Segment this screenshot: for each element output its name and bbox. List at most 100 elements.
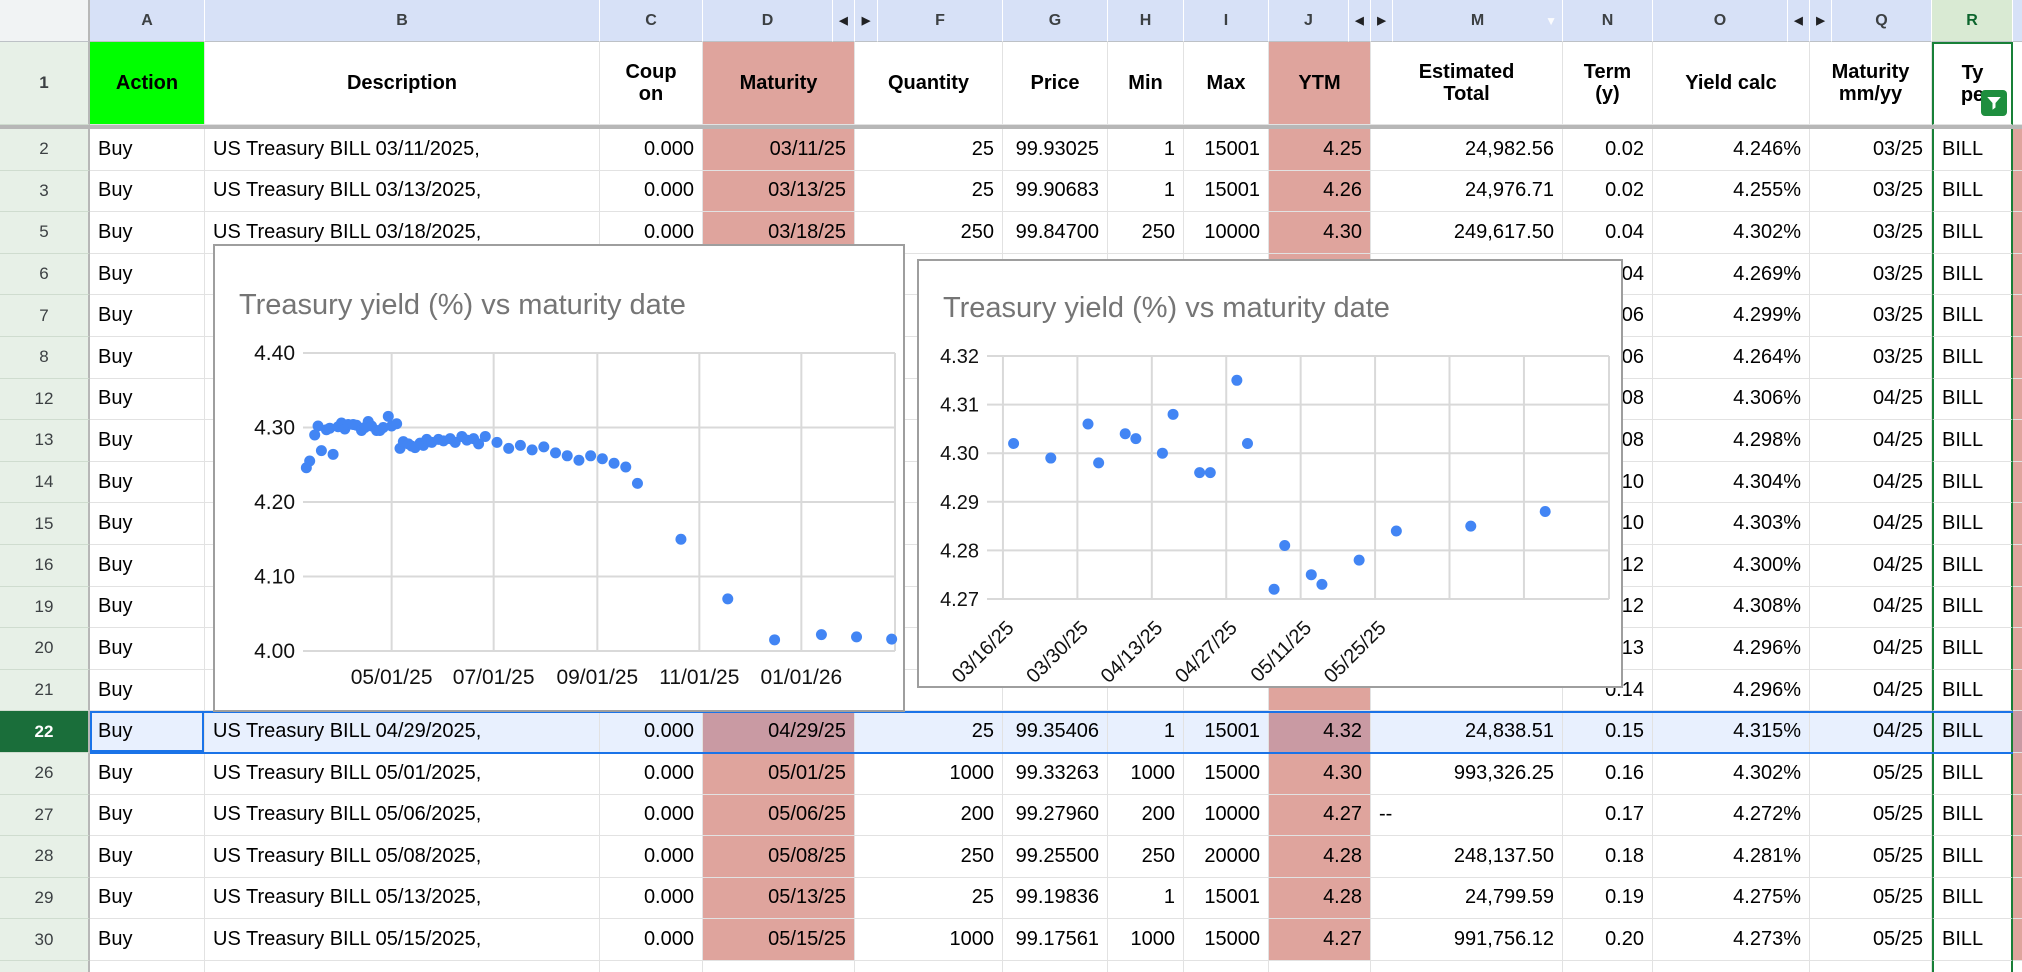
- cell-R27[interactable]: BILL: [1932, 794, 2013, 837]
- row-header-6[interactable]: 6: [0, 253, 90, 296]
- header-cell-N[interactable]: Term (y): [1563, 42, 1653, 125]
- row-header-partial[interactable]: [0, 960, 90, 972]
- cell-C2[interactable]: 0.000: [600, 129, 703, 171]
- cell-J29[interactable]: 4.28: [1269, 877, 1371, 920]
- cell-O2[interactable]: 4.246%: [1653, 129, 1810, 171]
- column-header-D[interactable]: D: [703, 0, 833, 42]
- cell-N26[interactable]: 0.16: [1563, 752, 1653, 795]
- hidden-columns-expander[interactable]: ◀: [1788, 0, 1810, 42]
- cell-D26[interactable]: 05/01/25: [703, 752, 855, 795]
- cell-Q5[interactable]: 03/25: [1810, 212, 1932, 254]
- cell-J22[interactable]: 4.32: [1269, 711, 1371, 753]
- cell-B30[interactable]: US Treasury BILL 05/15/2025,: [205, 919, 600, 961]
- cell-A20[interactable]: Buy: [90, 628, 205, 670]
- cell-M29[interactable]: 24,799.59: [1371, 877, 1563, 920]
- cell-H5[interactable]: 250: [1108, 212, 1184, 254]
- cell-I27[interactable]: 10000: [1184, 794, 1269, 837]
- cell-H28[interactable]: 250: [1108, 836, 1184, 878]
- cell-R16[interactable]: BILL: [1932, 544, 2013, 587]
- cell-J2[interactable]: 4.25: [1269, 129, 1371, 171]
- column-header-N[interactable]: N: [1563, 0, 1653, 42]
- cell-G2[interactable]: 99.93025: [1003, 129, 1108, 171]
- cell-F27[interactable]: 200: [855, 794, 1003, 837]
- cell-A26[interactable]: Buy: [90, 752, 205, 795]
- cell-Q3[interactable]: 03/25: [1810, 170, 1932, 213]
- column-header-I[interactable]: I: [1184, 0, 1269, 42]
- cell-N[interactable]: [1563, 960, 1653, 972]
- cell-C3[interactable]: 0.000: [600, 170, 703, 213]
- cell-S15[interactable]: [2013, 503, 2022, 545]
- row-header-14[interactable]: 14: [0, 461, 90, 504]
- header-cell-B[interactable]: Description: [205, 42, 600, 125]
- cell-N29[interactable]: 0.19: [1563, 877, 1653, 920]
- cell-S3[interactable]: [2013, 170, 2022, 213]
- cell-A21[interactable]: Buy: [90, 669, 205, 712]
- cell-A14[interactable]: Buy: [90, 461, 205, 504]
- cell-I[interactable]: [1184, 960, 1269, 972]
- column-header-F[interactable]: F: [878, 0, 1003, 42]
- cell-A12[interactable]: Buy: [90, 378, 205, 421]
- cell-R15[interactable]: BILL: [1932, 503, 2013, 545]
- cell-O6[interactable]: 4.269%: [1653, 253, 1810, 296]
- cell-R6[interactable]: BILL: [1932, 253, 2013, 296]
- row-header-20[interactable]: 20: [0, 628, 90, 670]
- cell-J3[interactable]: 4.26: [1269, 170, 1371, 213]
- cell-D29[interactable]: 05/13/25: [703, 877, 855, 920]
- cell-Q15[interactable]: 04/25: [1810, 503, 1932, 545]
- cell-B[interactable]: [205, 960, 600, 972]
- cell-R13[interactable]: BILL: [1932, 420, 2013, 462]
- header-cell-D[interactable]: Maturity: [703, 42, 855, 125]
- hidden-columns-expander[interactable]: ▶: [855, 0, 878, 42]
- column-header-R[interactable]: R: [1932, 0, 2013, 42]
- cell-Q30[interactable]: 05/25: [1810, 919, 1932, 961]
- cell-I5[interactable]: 10000: [1184, 212, 1269, 254]
- cell-S30[interactable]: [2013, 919, 2022, 961]
- cell-G28[interactable]: 99.25500: [1003, 836, 1108, 878]
- cell-H2[interactable]: 1: [1108, 129, 1184, 171]
- cell-B3[interactable]: US Treasury BILL 03/13/2025,: [205, 170, 600, 213]
- cell-S[interactable]: [2013, 960, 2022, 972]
- cell-N2[interactable]: 0.02: [1563, 129, 1653, 171]
- cell-G[interactable]: [1003, 960, 1108, 972]
- cell-J30[interactable]: 4.27: [1269, 919, 1371, 961]
- cell-M3[interactable]: 24,976.71: [1371, 170, 1563, 213]
- cell-O30[interactable]: 4.273%: [1653, 919, 1810, 961]
- cell-D3[interactable]: 03/13/25: [703, 170, 855, 213]
- cell-O22[interactable]: 4.315%: [1653, 711, 1810, 753]
- cell-R5[interactable]: BILL: [1932, 212, 2013, 254]
- cell-R20[interactable]: BILL: [1932, 628, 2013, 670]
- filter-icon[interactable]: [1981, 90, 2007, 116]
- row-header-30[interactable]: 30: [0, 919, 90, 961]
- cell-S22[interactable]: [2013, 711, 2022, 753]
- row-header-28[interactable]: 28: [0, 836, 90, 878]
- cell-Q6[interactable]: 03/25: [1810, 253, 1932, 296]
- cell-R29[interactable]: BILL: [1932, 877, 2013, 920]
- cell-Q22[interactable]: 04/25: [1810, 711, 1932, 753]
- row-header-2[interactable]: 2: [0, 129, 90, 171]
- cell-J26[interactable]: 4.30: [1269, 752, 1371, 795]
- cell-N27[interactable]: 0.17: [1563, 794, 1653, 837]
- row-header-15[interactable]: 15: [0, 503, 90, 545]
- cell-R28[interactable]: BILL: [1932, 836, 2013, 878]
- cell-S28[interactable]: [2013, 836, 2022, 878]
- cell-O15[interactable]: 4.303%: [1653, 503, 1810, 545]
- cell-Q16[interactable]: 04/25: [1810, 544, 1932, 587]
- column-header-M[interactable]: M ▼: [1393, 0, 1563, 42]
- cell-Q28[interactable]: 05/25: [1810, 836, 1932, 878]
- cell-D2[interactable]: 03/11/25: [703, 129, 855, 171]
- yield-scatter-chart-1[interactable]: 4.40 4.30 4.20 4.10 4.00 05/01/25 07/01/25 09/0…: [213, 244, 905, 712]
- cell-I29[interactable]: 15001: [1184, 877, 1269, 920]
- cell-N28[interactable]: 0.18: [1563, 836, 1653, 878]
- header-cell-S[interactable]: [2013, 42, 2022, 125]
- cell-A8[interactable]: Buy: [90, 336, 205, 379]
- cell-O7[interactable]: 4.299%: [1653, 295, 1810, 337]
- cell-C[interactable]: [600, 960, 703, 972]
- cell-F30[interactable]: 1000: [855, 919, 1003, 961]
- cell-S16[interactable]: [2013, 544, 2022, 587]
- cell-M22[interactable]: 24,838.51: [1371, 711, 1563, 753]
- column-header-B[interactable]: B: [205, 0, 600, 42]
- cell-I2[interactable]: 15001: [1184, 129, 1269, 171]
- cell-D22[interactable]: 04/29/25: [703, 711, 855, 753]
- cell-A30[interactable]: Buy: [90, 919, 205, 961]
- cell-A22[interactable]: Buy: [90, 711, 205, 753]
